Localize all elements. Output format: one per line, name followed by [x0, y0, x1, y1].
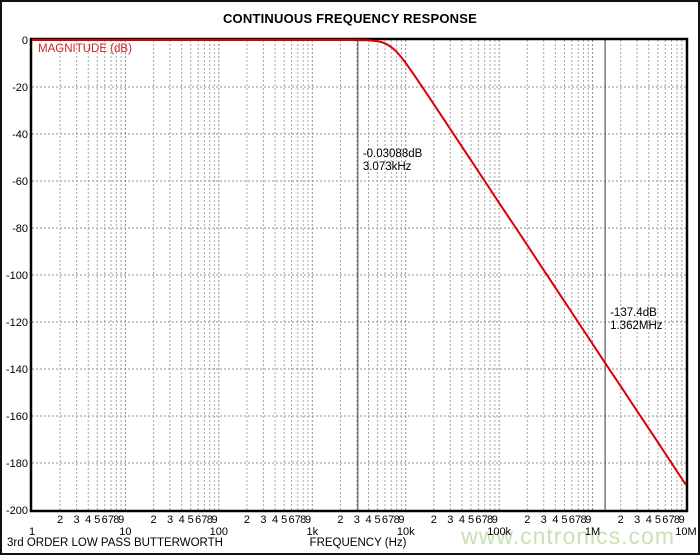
- x-minor-tick-label: 2: [57, 514, 63, 526]
- x-minor-tick-label: 3: [167, 514, 173, 526]
- x-minor-tick-label: 6: [662, 514, 668, 526]
- y-tick-label: -20: [12, 82, 28, 94]
- x-decade-tick-label: 1: [29, 526, 35, 538]
- x-minor-tick-label: 5: [561, 514, 567, 526]
- x-minor-tick-label: 6: [382, 514, 388, 526]
- chart-title: CONTINUOUS FREQUENCY RESPONSE: [222, 11, 478, 26]
- x-minor-tick-label: 8: [207, 514, 213, 526]
- x-minor-tick-label: 8: [674, 514, 680, 526]
- x-minor-tick-label: 3: [354, 514, 360, 526]
- x-decade-tick-label: 10: [119, 526, 131, 538]
- x-minor-tick-label: 7: [108, 514, 114, 526]
- x-minor-tick-label: 9: [212, 514, 218, 526]
- x-minor-tick-label: 2: [431, 514, 437, 526]
- x-minor-tick-label: 6: [288, 514, 294, 526]
- y-tick-label: -180: [6, 458, 28, 470]
- x-minor-tick-label: 9: [679, 514, 685, 526]
- x-decade-tick-label: 10M: [675, 526, 696, 538]
- x-minor-tick-label: 2: [150, 514, 156, 526]
- x-decade-tick-label: 10k: [397, 526, 415, 538]
- x-minor-tick-label: 2: [524, 514, 530, 526]
- x-minor-tick-label: 3: [541, 514, 547, 526]
- x-minor-tick-label: 6: [569, 514, 575, 526]
- x-minor-tick-label: 4: [85, 514, 91, 526]
- cursor-annotation-db-value: -137.4dB: [610, 307, 657, 319]
- y-tick-label: -160: [6, 411, 28, 423]
- cursor-annotation-freq-value: 3.073kHz: [362, 161, 412, 173]
- y-tick-label: -120: [6, 317, 28, 329]
- x-minor-tick-label: 6: [102, 514, 108, 526]
- x-minor-tick-label: 3: [74, 514, 80, 526]
- x-decade-tick-label: 1M: [585, 526, 600, 538]
- x-minor-tick-label: 6: [195, 514, 201, 526]
- cursor-annotation-db-value: -0.03088dB: [362, 148, 423, 160]
- x-minor-tick-label: 4: [646, 514, 652, 526]
- x-minor-tick-label: 9: [585, 514, 591, 526]
- x-minor-tick-label: 4: [179, 514, 185, 526]
- x-minor-tick-label: 3: [447, 514, 453, 526]
- x-minor-tick-label: 4: [459, 514, 465, 526]
- x-minor-tick-label: 5: [281, 514, 287, 526]
- x-minor-tick-label: 2: [618, 514, 624, 526]
- x-minor-tick-label: 7: [668, 514, 674, 526]
- x-axis-title: FREQUENCY (Hz): [309, 537, 407, 549]
- x-decade-tick-label: 100: [210, 526, 228, 538]
- plot-frame: [29, 37, 689, 513]
- x-minor-tick-label: 4: [365, 514, 371, 526]
- x-minor-tick-label: 2: [337, 514, 343, 526]
- x-minor-tick-label: 5: [188, 514, 194, 526]
- x-minor-tick-label: 8: [113, 514, 119, 526]
- x-minor-tick-label: 7: [201, 514, 207, 526]
- x-minor-tick-label: 5: [94, 514, 100, 526]
- x-minor-tick-label: 8: [300, 514, 306, 526]
- cursor-annotation-freq-value: 1.362MHz: [610, 320, 663, 332]
- x-minor-tick-label: 9: [118, 514, 124, 526]
- x-decade-tick-label: 100k: [487, 526, 511, 538]
- x-minor-tick-label: 8: [487, 514, 493, 526]
- x-minor-tick-label: 9: [492, 514, 498, 526]
- y-tick-label: -140: [6, 364, 28, 376]
- x-minor-tick-label: 3: [260, 514, 266, 526]
- response-curve: [32, 39, 687, 486]
- x-minor-tick-label: 7: [295, 514, 301, 526]
- x-minor-tick-label: 3: [634, 514, 640, 526]
- x-minor-tick-label: 9: [305, 514, 311, 526]
- x-minor-tick-label: 7: [388, 514, 394, 526]
- x-minor-tick-label: 8: [394, 514, 400, 526]
- y-tick-label: -80: [12, 223, 28, 235]
- y-tick-label: -100: [6, 270, 28, 282]
- y-tick-label: -60: [12, 176, 28, 188]
- y-tick-label: -200: [6, 505, 28, 517]
- cursor-annotation-lowfreq: -0.03088dB 3.073kHz: [363, 148, 422, 174]
- y-tick-label: 0: [22, 35, 28, 47]
- x-minor-tick-label: 5: [655, 514, 661, 526]
- x-minor-tick-label: 5: [468, 514, 474, 526]
- x-minor-tick-label: 4: [552, 514, 558, 526]
- x-minor-tick-label: 5: [375, 514, 381, 526]
- filter-description-label: 3rd ORDER LOW PASS BUTTERWORTH: [7, 537, 223, 549]
- x-minor-tick-label: 9: [398, 514, 404, 526]
- x-minor-tick-label: 7: [482, 514, 488, 526]
- x-decade-tick-label: 1k: [306, 526, 318, 538]
- watermark-text: www.cntronics.com: [461, 523, 675, 549]
- cursor-annotation-highfreq: -137.4dB 1.362MHz: [610, 307, 662, 333]
- x-minor-tick-label: 6: [475, 514, 481, 526]
- x-minor-tick-label: 2: [244, 514, 250, 526]
- y-axis-legend-label: MAGNITUDE (dB): [38, 43, 132, 55]
- x-minor-tick-label: 7: [575, 514, 581, 526]
- x-minor-tick-label: 4: [272, 514, 278, 526]
- x-minor-tick-label: 8: [580, 514, 586, 526]
- y-tick-label: -40: [12, 129, 28, 141]
